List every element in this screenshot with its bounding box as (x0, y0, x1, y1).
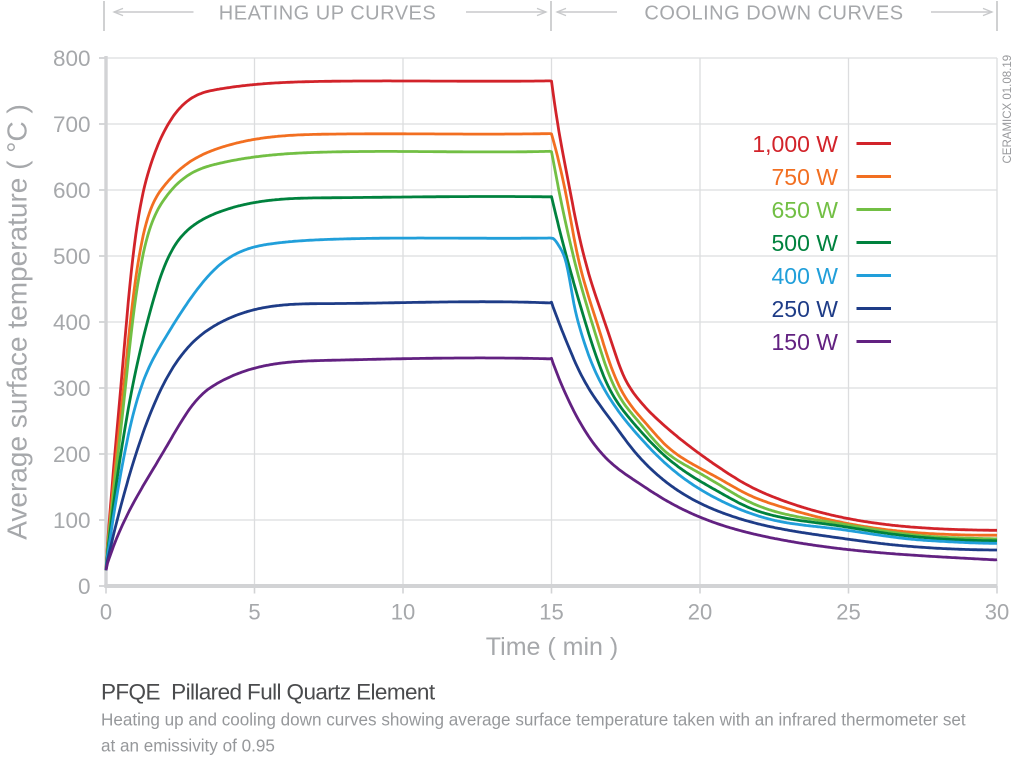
svg-text:COOLING DOWN CURVES: COOLING DOWN CURVES (644, 3, 903, 25)
svg-text:1,000 W: 1,000 W (752, 131, 838, 157)
svg-text:10: 10 (391, 600, 415, 625)
svg-text:5: 5 (248, 600, 260, 625)
svg-text:300: 300 (53, 376, 91, 401)
svg-text:650 W: 650 W (772, 197, 839, 223)
svg-text:150 W: 150 W (772, 329, 839, 355)
svg-text:at an emissivity of 0.95: at an emissivity of 0.95 (101, 736, 275, 755)
svg-text:750 W: 750 W (772, 164, 839, 190)
svg-text:700: 700 (53, 112, 91, 137)
svg-text:600: 600 (53, 178, 91, 203)
svg-text:800: 800 (53, 46, 91, 71)
svg-text:0: 0 (100, 600, 112, 625)
svg-text:HEATING UP CURVES: HEATING UP CURVES (219, 3, 436, 25)
svg-text:15: 15 (539, 600, 563, 625)
svg-text:20: 20 (688, 600, 712, 625)
svg-text:Average surface temperature (: Average surface temperature ( °C ) (2, 104, 33, 540)
svg-text:500: 500 (53, 244, 91, 269)
svg-text:0: 0 (78, 574, 91, 599)
svg-text:250 W: 250 W (772, 296, 839, 322)
svg-text:Time ( min ): Time ( min ) (486, 633, 618, 661)
svg-text:400: 400 (53, 310, 91, 335)
svg-text:30: 30 (985, 600, 1009, 625)
svg-text:CERAMICX 01.08.19: CERAMICX 01.08.19 (1002, 55, 1014, 164)
svg-text:Heating up and cooling down cu: Heating up and cooling down curves showi… (101, 710, 966, 729)
svg-text:25: 25 (836, 600, 860, 625)
svg-text:200: 200 (53, 442, 91, 467)
svg-text:400 W: 400 W (772, 263, 839, 289)
svg-text:PFQE Pillared Full Quartz Ele: PFQE Pillared Full Quartz Element (101, 680, 436, 705)
svg-text:100: 100 (53, 508, 91, 533)
svg-text:500 W: 500 W (772, 230, 839, 256)
